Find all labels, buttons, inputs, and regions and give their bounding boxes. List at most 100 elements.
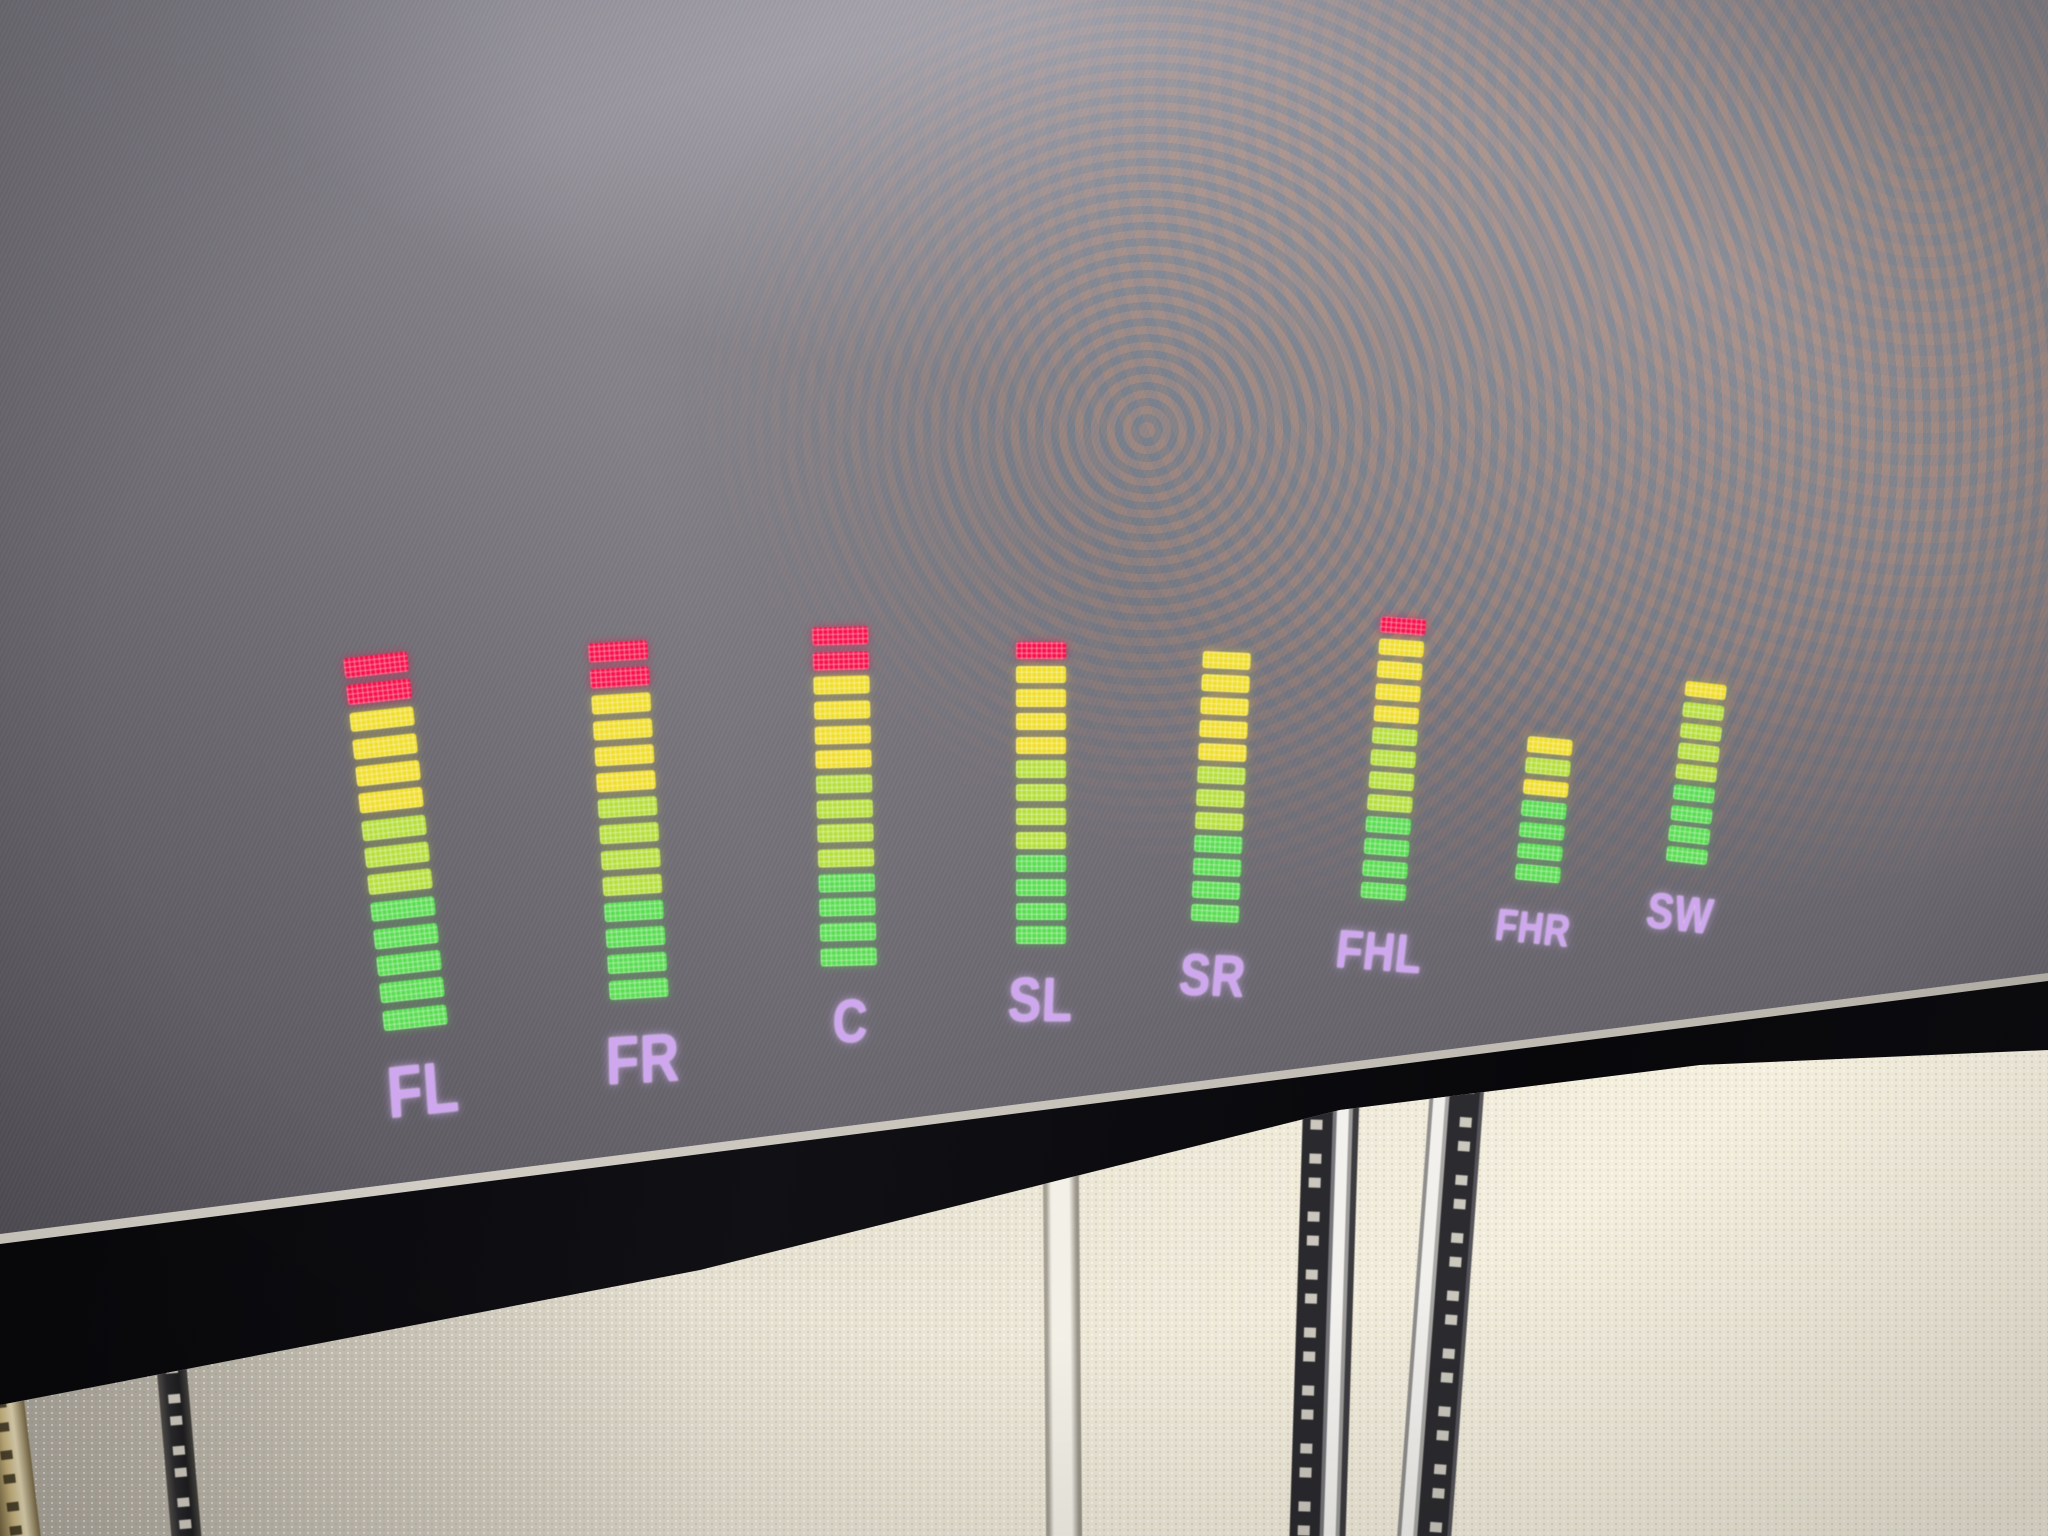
led-segment	[1670, 804, 1713, 825]
channel-label: C	[832, 987, 869, 1056]
channel-label: FR	[605, 1018, 681, 1100]
led-segment	[367, 868, 433, 896]
led-segment	[1196, 788, 1245, 808]
led-segment	[600, 847, 661, 871]
led-segment	[1667, 825, 1711, 845]
led-segment	[376, 949, 442, 977]
channel-label: FHR	[1492, 900, 1574, 957]
level-meter-bar-sr: SR	[1176, 650, 1251, 1010]
led-segment	[1016, 665, 1066, 683]
led-segment	[599, 821, 660, 845]
led-segment	[1514, 863, 1562, 884]
led-segment	[817, 823, 874, 844]
led-segment	[1016, 736, 1066, 755]
led-segment	[364, 841, 430, 869]
led-segment	[597, 795, 658, 819]
led-segment	[1368, 771, 1415, 791]
channel-label: SL	[1007, 965, 1075, 1035]
level-meter-bar-sw: SW	[1643, 680, 1727, 945]
level-meter-bar-fl: FL	[343, 651, 462, 1134]
led-segment	[1665, 845, 1709, 866]
led-segment	[819, 897, 876, 918]
led-segment	[1376, 660, 1423, 681]
led-segment	[379, 976, 445, 1004]
led-segment	[1016, 713, 1066, 731]
led-segment	[373, 922, 439, 950]
led-stack	[1514, 735, 1573, 889]
led-segment	[1363, 837, 1410, 858]
led-stack	[588, 640, 669, 1007]
led-segment	[1016, 760, 1066, 778]
led-segment	[815, 774, 873, 794]
led-segment	[819, 922, 877, 942]
led-segment	[1016, 784, 1066, 802]
led-segment	[1016, 878, 1066, 897]
led-segment	[602, 873, 663, 897]
led-segment	[1016, 926, 1066, 944]
led-segment	[1379, 616, 1426, 636]
led-segment	[1373, 704, 1420, 725]
led-segment	[1526, 735, 1573, 756]
led-segment	[1361, 859, 1409, 880]
led-segment	[815, 749, 872, 770]
led-segment	[1016, 807, 1066, 826]
led-segment	[589, 666, 650, 689]
led-segment	[1202, 650, 1251, 670]
led-segment	[1200, 696, 1249, 716]
led-segment	[1675, 763, 1718, 783]
level-meter-bar-fhr: FHR	[1492, 735, 1573, 956]
level-meter-bar-fhl: FHL	[1332, 616, 1426, 986]
led-segment	[370, 895, 436, 923]
led-segment	[1682, 701, 1725, 722]
led-segment	[595, 769, 657, 793]
led-segment	[588, 640, 649, 663]
led-segment	[352, 732, 418, 760]
led-segment	[1374, 682, 1422, 703]
led-segment	[1672, 783, 1716, 804]
led-segment	[1193, 834, 1243, 854]
led-segment	[592, 718, 653, 741]
led-segment	[1016, 902, 1066, 920]
led-segment	[1198, 742, 1247, 762]
slotted-metal-strip-right	[1395, 1056, 1487, 1536]
led-segment	[1199, 719, 1248, 739]
led-stack	[1360, 616, 1426, 907]
led-stack	[1016, 642, 1066, 950]
led-segment	[814, 724, 872, 745]
led-segment	[816, 798, 873, 819]
led-segment	[818, 872, 875, 893]
led-segment	[1524, 757, 1571, 777]
channel-label: FHL	[1332, 919, 1426, 986]
led-segment	[1378, 638, 1425, 658]
led-stack	[343, 651, 449, 1038]
led-segment	[1684, 680, 1727, 701]
led-segment	[1016, 831, 1066, 849]
slotted-metal-strip-center	[1288, 1095, 1360, 1536]
led-segment	[1371, 726, 1418, 747]
led-segment	[343, 651, 409, 679]
led-stack	[812, 626, 877, 973]
led-stack	[1190, 650, 1251, 929]
led-segment	[1192, 857, 1242, 877]
led-segment	[358, 787, 424, 814]
led-segment	[1366, 793, 1413, 813]
led-segment	[1016, 689, 1066, 707]
led-segment	[382, 1004, 448, 1031]
led-segment	[813, 700, 871, 720]
led-segment	[812, 626, 869, 646]
led-segment	[608, 977, 669, 1000]
led-segment	[1360, 881, 1407, 902]
led-segment	[605, 925, 666, 949]
led-segment	[603, 899, 664, 923]
level-meter-bar-sl: SL	[1007, 642, 1075, 1035]
led-segment	[1677, 742, 1720, 763]
channel-label: SW	[1643, 882, 1718, 945]
level-meter-bar-fr: FR	[588, 640, 681, 1099]
led-segment	[349, 705, 415, 733]
led-segment	[812, 650, 870, 671]
led-segment	[1520, 799, 1567, 820]
led-segment	[594, 743, 655, 767]
led-segment	[1201, 673, 1250, 693]
level-meter-bar-c: C	[812, 626, 879, 1056]
